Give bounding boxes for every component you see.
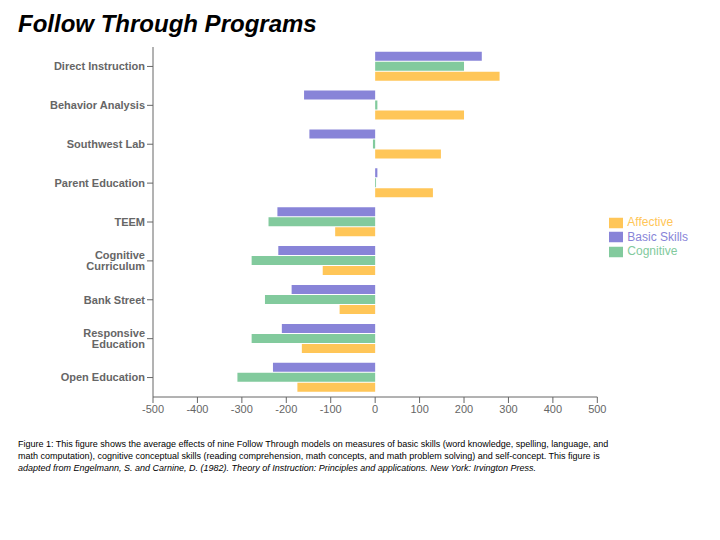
html-text:adapted from Engelmann, S. and: adapted from Engelmann, S. and Carnine, … [18, 463, 537, 473]
html-text:Cognitive: Cognitive [627, 244, 678, 259]
svg-text:0: 0 [372, 403, 378, 415]
svg-text:Parent Education: Parent Education [55, 177, 146, 189]
svg-text:-500: -500 [142, 403, 164, 415]
svg-text:-200: -200 [275, 403, 297, 415]
svg-text:500: 500 [588, 403, 606, 415]
svg-text:-300: -300 [231, 403, 253, 415]
svg-text:Behavior Analysis: Behavior Analysis [50, 99, 145, 111]
svg-text:300: 300 [499, 403, 517, 415]
html-text:Basic Skills: Basic Skills [627, 229, 688, 244]
svg-text:-100: -100 [320, 403, 342, 415]
svg-text:ResponsiveEducation: ResponsiveEducation [83, 327, 145, 350]
html-text:math computation), cognitive c: math computation), cognitive conceptual … [18, 451, 600, 461]
svg-text:TEEM: TEEM [114, 216, 145, 228]
svg-text:Bank Street: Bank Street [84, 294, 145, 306]
svg-text:CognitiveCurriculum: CognitiveCurriculum [86, 249, 145, 272]
svg-text:Southwest Lab: Southwest Lab [67, 138, 146, 150]
svg-text:100: 100 [410, 403, 428, 415]
html-text:Figure 1: This figure shows th: Figure 1: This figure shows the average … [18, 439, 609, 449]
html-text:Affective: Affective [627, 214, 674, 229]
svg-text:Direct Instruction: Direct Instruction [54, 60, 145, 72]
svg-text:Open Education: Open Education [61, 371, 146, 383]
html-text:Follow Through Programs: Follow Through Programs [18, 10, 317, 37]
svg-text:400: 400 [544, 403, 562, 415]
svg-text:-400: -400 [186, 403, 208, 415]
svg-text:200: 200 [455, 403, 473, 415]
